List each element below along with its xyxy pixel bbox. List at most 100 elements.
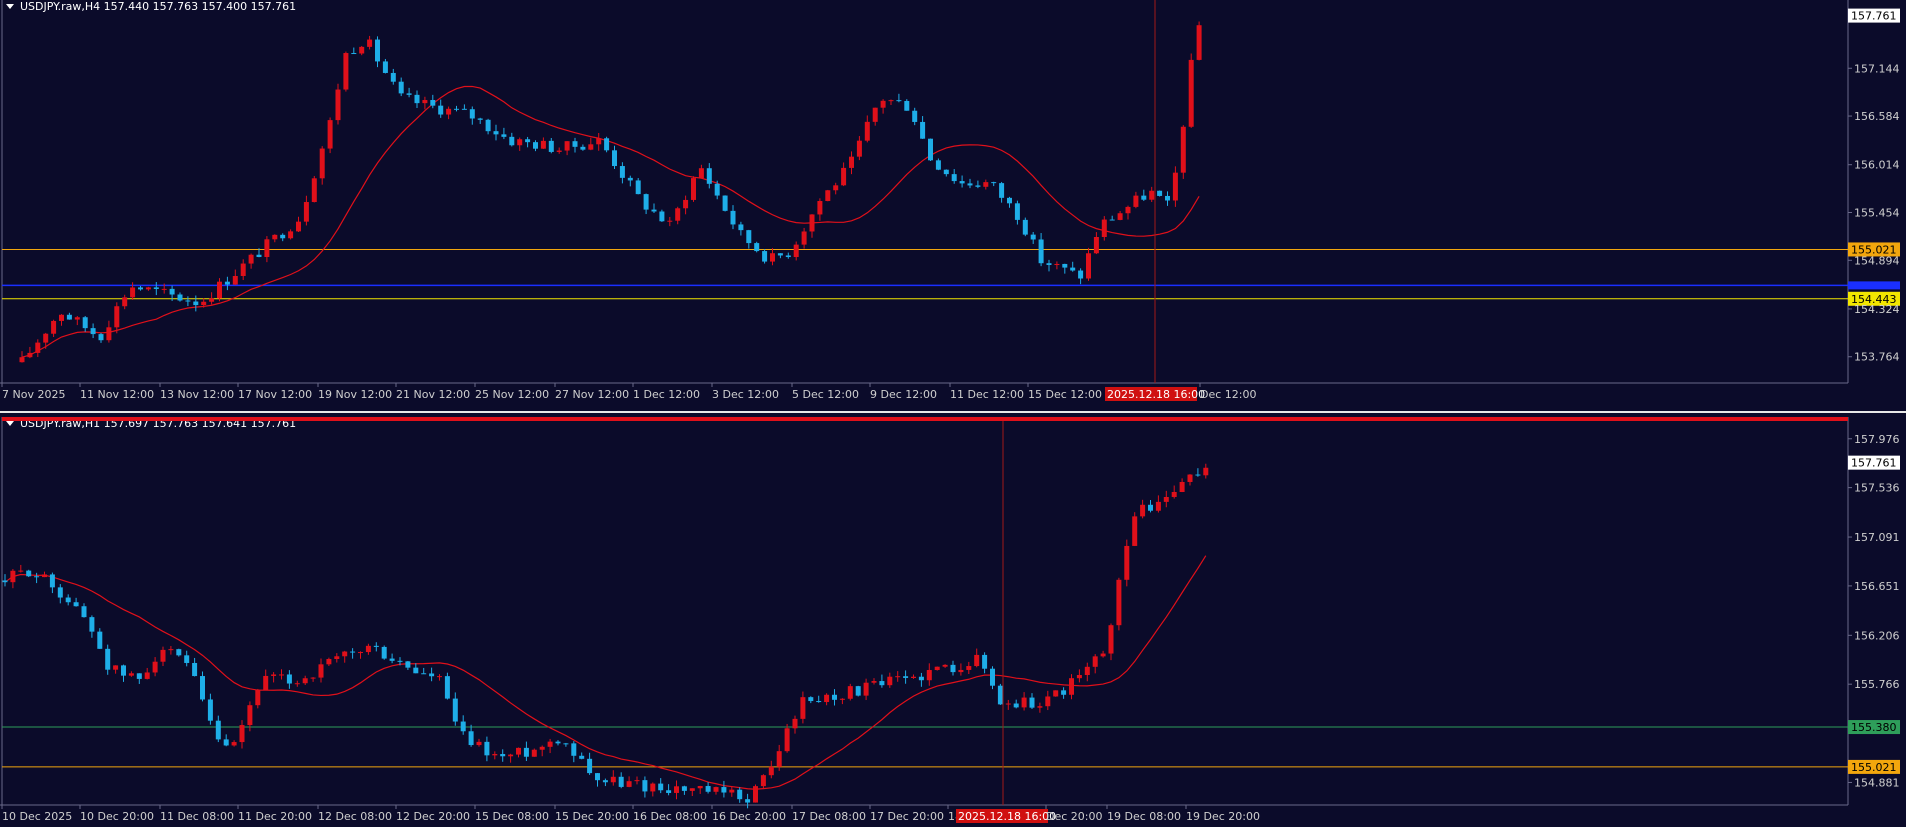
candle-body [746,230,752,244]
candle-body [1203,467,1209,476]
candle-body [697,786,703,789]
candle-body [1037,706,1043,708]
candle-body [113,665,119,670]
candle-body [1053,690,1059,697]
candle-body [43,333,49,343]
candle-body [1046,263,1052,265]
candle-body [160,649,166,662]
candle-body [934,666,940,671]
candle-body [564,141,570,151]
chart-pane-h1[interactable]: 155.380 155.021 157.976 157.536 157.091 156.6… [0,417,1906,827]
candle-body [81,606,87,618]
candle-body [974,654,980,667]
candle-body [888,100,894,102]
price-axis-label: 156.206 [1854,629,1900,642]
candle-body [264,239,270,257]
level-price-label: 154.443 [1851,293,1897,306]
candle-body [318,664,324,678]
candle-body [887,676,893,686]
candle-body [429,673,435,677]
price-axis-label: 157.091 [1854,531,1900,544]
candle-body [1149,190,1155,200]
candle-body [1005,703,1011,705]
candle-body [454,108,459,110]
candle-body [128,673,134,676]
candle-body [800,697,806,719]
candle-body [57,587,63,598]
candle-body [217,281,222,299]
time-axis-label: 11 Dec 08:00 [160,810,234,823]
time-axis-label: 10 Dec 20:00 [80,810,154,823]
candle-body [808,697,814,702]
candle-body [334,656,340,660]
candle-body [618,776,624,787]
candle-body [1038,239,1044,264]
candle-body [1124,545,1130,580]
candle-body [627,177,633,181]
candle-body [1140,504,1146,517]
blue-level-tag [1848,281,1900,290]
candle-body [405,661,411,668]
candle-body [539,746,545,750]
candle-body [430,100,436,106]
candle-body [903,676,909,678]
candle-body [122,297,128,307]
candle-body [35,342,41,353]
candle-body [634,780,640,782]
candle-body [926,670,932,681]
candle-body [26,570,32,577]
candle-body [1029,697,1035,708]
candle-body [240,263,246,276]
chart-pane-h4[interactable]: 155.021 154.443 157.144 156.584 156.014 155.4… [0,0,1906,405]
candle-body [1084,666,1090,676]
candle-body [533,142,538,149]
candle-body [145,287,151,290]
candle-body [1109,219,1115,221]
candle-body [1101,219,1107,237]
candle-body [492,754,498,756]
candle-body [342,651,348,657]
candle-body [1141,195,1147,200]
candle-body [224,281,230,285]
price-axis-label: 156.651 [1854,580,1900,593]
candle-body [1165,195,1170,201]
candle-body [1070,267,1076,271]
candle-body [918,676,924,681]
candle-body [136,673,142,679]
candle-body [997,685,1003,705]
candle-body [422,100,428,104]
candle-body [959,181,965,184]
candle-body [1014,203,1020,220]
h4-candlestick-chart[interactable]: 155.021 154.443 157.144 156.584 156.014 155.4… [0,0,1906,405]
candle-body [619,166,625,178]
candle-body [738,224,744,231]
time-axis-label: 21 Nov 12:00 [396,388,470,401]
candle-body [547,741,553,747]
pane-splitter[interactable] [0,405,1906,417]
candle-body [691,178,696,200]
candle-body [1021,697,1027,708]
candle-body [65,597,71,603]
candle-body [207,699,213,721]
candle-body [681,786,687,791]
candle-body [588,144,594,150]
candle-body [951,174,957,182]
current-price-tag [1848,455,1900,470]
candle-body [864,121,870,141]
h1-candlestick-chart[interactable]: 155.380 155.021 157.976 157.536 157.091 156.6… [0,417,1906,827]
candle-body [105,648,111,670]
candle-body [335,89,341,121]
candle-body [879,681,885,686]
candle-body [650,783,656,792]
time-axis-label: 11 Dec 20:00 [238,810,312,823]
candle-body [421,673,427,675]
candle-body [90,328,96,335]
time-axis-label: 15 Dec 12:00 [1028,388,1102,401]
candle-body [839,698,845,700]
candle-body [999,183,1005,198]
candle-body [745,799,751,803]
candle-body [1030,234,1036,240]
candle-body [1133,195,1139,207]
candle-body [2,580,8,583]
candle-body [82,317,88,329]
